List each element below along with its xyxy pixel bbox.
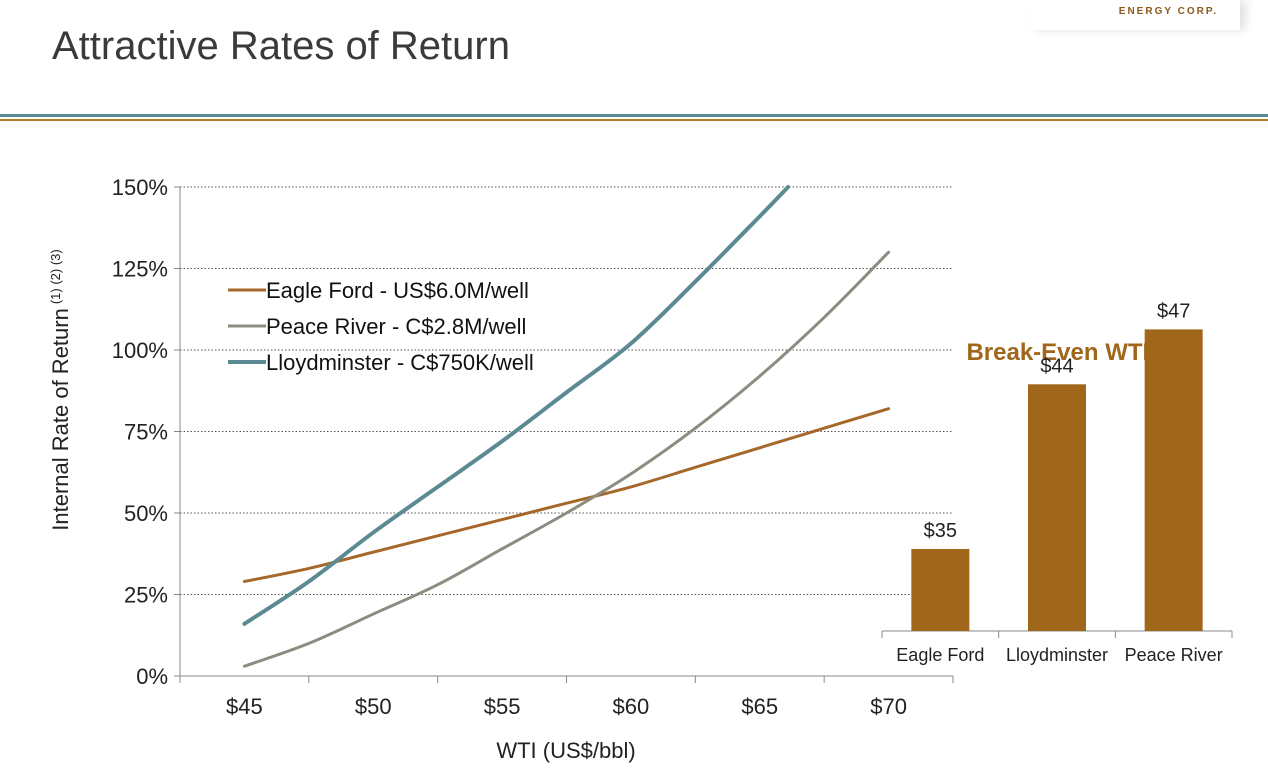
axes — [174, 186, 954, 683]
x-tick-label: $50 — [355, 694, 392, 719]
x-tick-label: $45 — [226, 694, 263, 719]
header-divider-teal — [0, 114, 1268, 117]
y-tick-label: 100% — [112, 338, 168, 363]
y-axis-label-sup: (1) (2) (3) — [48, 249, 63, 304]
legend-label: Eagle Ford - US$6.0M/well — [266, 278, 529, 303]
x-axis-label: WTI (US$/bbl) — [496, 738, 635, 763]
series-line-peace-river — [242, 250, 891, 668]
y-axis-label-main: Internal Rate of Return — [48, 308, 73, 531]
bar-value-label: $35 — [924, 520, 957, 542]
bar-lloydminster — [1028, 384, 1086, 631]
x-tick-label: $70 — [870, 694, 907, 719]
bar-category-label: Eagle Ford — [896, 645, 984, 665]
bar-value-label: $47 — [1157, 300, 1190, 322]
bar-category-label: Peace River — [1125, 645, 1223, 665]
x-tick-label: $65 — [741, 694, 778, 719]
x-tick-labels: $45 $50 $55 $60 $65 $70 — [226, 694, 907, 719]
series-line-lloydminster — [242, 185, 791, 626]
bar-chart-title-main: Break-Even WTI — [966, 339, 1149, 366]
y-tick-label: 0% — [136, 664, 168, 689]
y-tick-label: 125% — [112, 257, 168, 282]
legend: Eagle Ford - US$6.0M/well Peace River - C… — [228, 278, 534, 375]
y-tick-label: 50% — [124, 501, 168, 526]
page-title: Attractive Rates of Return — [52, 24, 510, 68]
y-tick-label: 25% — [124, 583, 168, 608]
bar-eagle-ford — [911, 549, 970, 631]
series-line-eagle-ford — [242, 407, 891, 583]
y-axis-label: Internal Rate of Return (1) (2) (3) — [48, 249, 73, 530]
y-tick-label: 150% — [112, 175, 168, 200]
bar-category-label: Lloydminster — [1006, 645, 1108, 665]
y-tick-label: 75% — [124, 420, 168, 445]
legend-label: Peace River - C$2.8M/well — [266, 314, 526, 339]
x-tick-label: $60 — [613, 694, 650, 719]
company-logo: ENERGY CORP. — [1028, 0, 1240, 30]
header-divider-gold — [0, 119, 1268, 121]
logo-text: ENERGY CORP. — [1118, 6, 1218, 17]
legend-label: Lloydminster - C$750K/well — [266, 350, 534, 375]
bar-peace-river — [1144, 329, 1203, 631]
y-tick-labels: 0% 25% 50% 75% 100% 125% 150% — [112, 175, 168, 689]
series-lines — [242, 185, 891, 668]
x-tick-label: $55 — [484, 694, 521, 719]
bar-value-label: $44 — [1040, 355, 1073, 377]
